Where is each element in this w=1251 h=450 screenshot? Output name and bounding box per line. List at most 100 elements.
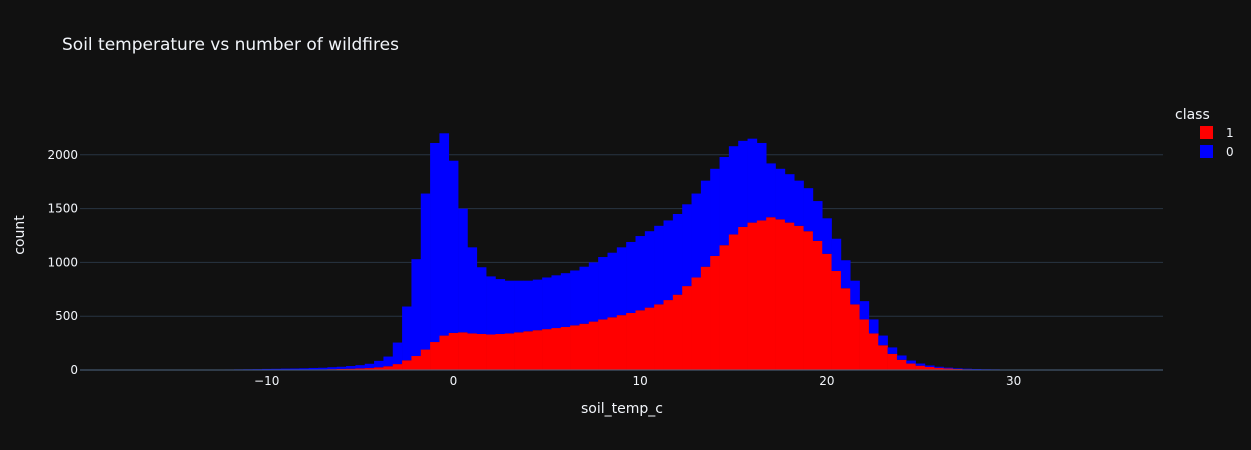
bar-class-0 [318,367,328,370]
bar-class-1 [654,304,664,370]
bar-class-0 [934,366,944,368]
legend-title: class [1175,107,1210,123]
bar-class-0 [644,231,655,308]
bar-class-1 [915,365,926,370]
bar-class-0 [691,193,702,278]
bar-class-0 [374,360,384,368]
bar-class-0 [728,146,739,235]
bar-class-0 [579,266,590,324]
bar-class-0 [878,335,888,346]
bar-class-0 [924,365,935,367]
bars [187,133,1075,370]
bar-class-1 [411,356,422,370]
bar-class-1 [943,368,954,370]
bar-class-1 [803,231,814,370]
bar-class-0 [430,142,440,343]
bar-class-0 [616,247,627,316]
bar-class-1 [346,368,356,370]
legend[interactable]: class 1 0 [1175,107,1234,159]
bar-class-0 [346,366,356,369]
bar-class-0 [859,301,870,320]
bar-class-1 [467,333,478,370]
bar-class-1 [850,304,860,370]
legend-label-class-0[interactable]: 0 [1226,145,1234,159]
bar-class-0 [962,368,972,370]
bar-class-0 [812,201,823,241]
bar-class-0 [840,260,851,289]
x-tick-label: 10 [633,374,648,388]
bar-class-1 [402,360,412,370]
y-tick-label: 1000 [47,255,78,269]
bar-class-0 [682,204,692,287]
bar-class-1 [700,266,711,370]
bar-class-1 [607,317,618,370]
legend-swatch-class-0[interactable] [1200,145,1213,158]
legend-label-class-1[interactable]: 1 [1226,126,1234,140]
bar-class-1 [868,333,879,370]
bar-class-1 [616,315,627,370]
bar-class-1 [374,367,384,370]
bar-class-0 [458,208,468,333]
bar-class-1 [476,333,487,370]
bar-class-0 [514,280,524,333]
bar-class-1 [682,286,692,370]
bar-class-0 [784,174,795,223]
bar-class-1 [924,366,935,370]
bar-class-0 [915,363,926,366]
bar-class-1 [644,307,655,370]
bar-class-0 [262,368,272,370]
bar-class-0 [588,262,599,322]
chart-title: Soil temperature vs number of wildfires [62,35,399,55]
bar-class-1 [598,319,608,370]
bar-class-1 [504,333,515,370]
bar-class-0 [308,367,319,370]
bar-class-0 [299,368,310,370]
bar-class-0 [896,355,907,360]
bar-class-1 [430,342,440,370]
bar-class-1 [896,359,907,370]
bar-class-1 [551,328,562,370]
bar-class-0 [420,193,431,350]
bar-class-0 [402,306,412,361]
bar-class-0 [327,367,338,370]
y-tick-label: 500 [55,309,78,323]
bar-class-1 [952,368,963,370]
bar-class-0 [943,367,954,369]
bar-class-1 [859,319,870,370]
bar-class-1 [738,226,748,370]
bar-class-0 [952,368,963,369]
bar-class-0 [364,363,375,369]
bar-class-0 [887,347,898,354]
x-axis-title: soil_temp_c [581,401,663,417]
bar-class-1 [588,321,599,370]
bar-class-0 [719,156,730,246]
bar-class-1 [747,222,758,370]
bar-class-1 [579,323,590,370]
bar-class-1 [523,331,534,370]
bar-class-0 [336,366,347,369]
bar-class-1 [784,222,795,370]
bar-class-0 [439,133,450,336]
bar-class-1 [794,225,804,370]
bar-class-0 [495,279,506,334]
bar-class-0 [710,168,720,256]
bar-class-0 [738,140,748,227]
bar-class-0 [411,259,422,357]
bar-class-0 [775,168,786,220]
bar-class-0 [542,277,552,330]
bar-class-0 [551,275,562,329]
legend-swatch-class-1[interactable] [1200,126,1213,139]
bar-class-0 [906,360,916,364]
bar-class-1 [766,217,776,370]
bar-class-1 [906,363,916,370]
bar-class-1 [570,325,580,370]
bar-class-0 [486,276,496,335]
bar-class-1 [458,332,468,370]
bar-class-1 [495,333,506,370]
x-tick-label: −10 [254,374,279,388]
bar-class-1 [420,349,431,370]
bar-class-1 [560,326,571,370]
bar-class-1 [626,312,636,370]
bar-class-1 [439,335,450,370]
